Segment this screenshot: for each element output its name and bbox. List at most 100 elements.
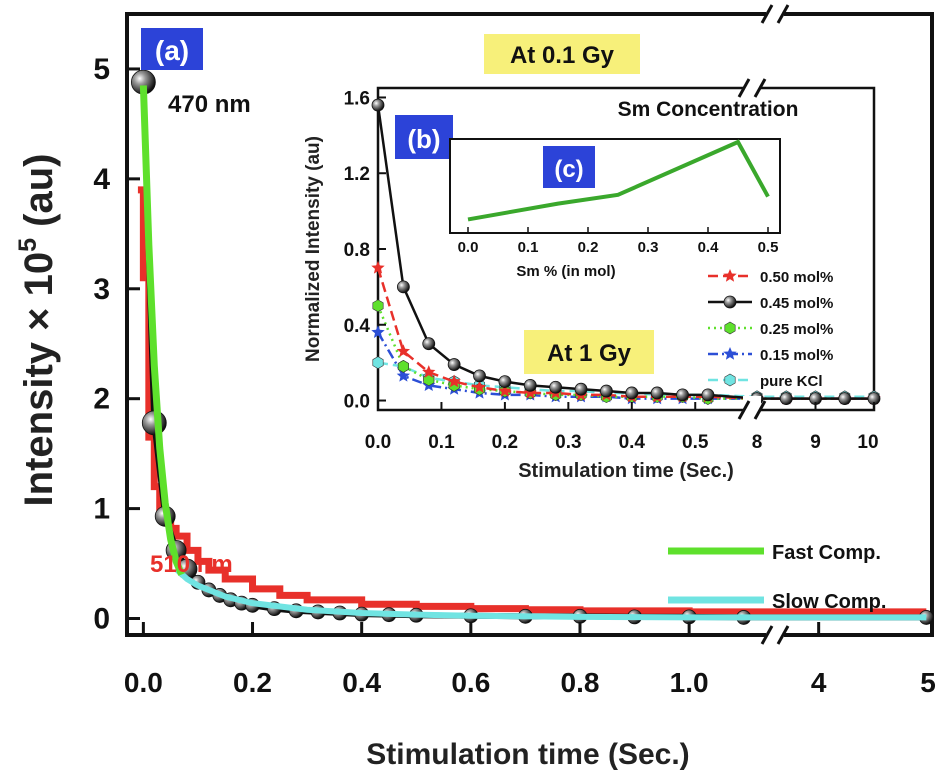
panel-c-label: (c): [554, 156, 583, 183]
inset-b-point-0-45-mol--2: [422, 337, 436, 351]
main-x-tick-0: 0.0: [124, 667, 163, 698]
series-line-fast-comp: [139, 85, 185, 576]
inset-b-y-tick-3: 1.2: [344, 164, 370, 185]
main-y-axis-title: Intensity × 105 (au): [14, 154, 61, 507]
inset-b-point-0-50-mol--5: [498, 384, 512, 397]
series-line-slow-comp: [174, 566, 927, 621]
inset-b-point-0-15-mol--1: [396, 368, 410, 382]
inset-b-point-pure-kcl-0: [372, 356, 384, 369]
inset-b-point-0-25-mol--0: [372, 299, 384, 313]
main-y-title-sup: 5: [14, 238, 42, 252]
inset-b-point-0-50-mol--3: [447, 374, 461, 388]
inset-b-legend-label-0-15-mol-: 0.15 mol%: [760, 347, 833, 364]
main-legend: Fast Comp. Slow Comp.: [668, 542, 886, 613]
main-y-tick-2: 2: [93, 383, 110, 416]
inset-b-annotation-box: [524, 330, 654, 374]
main-x-axis-title: Stimulation time (Sec.): [366, 738, 689, 771]
inset-b-point-0-45-mol--13: [701, 388, 715, 402]
inset-b-y-tick-0: 0.0: [344, 392, 370, 413]
legend-slow-label: Slow Comp.: [772, 591, 886, 613]
inset-b-legend-marker-pure-kcl: [724, 373, 736, 387]
inset-b-point-0-50-mol--4: [472, 380, 487, 393]
inset-b-x-axis-title: Stimulation time (Sec.): [518, 460, 734, 482]
main-x-tick-2: 0.4: [342, 667, 381, 698]
main-y-tick-5: 5: [93, 53, 110, 86]
inset-b-y-axis-title: Normalized Intensity (au): [303, 136, 324, 362]
inset-b-x-tick-r1: 9: [810, 432, 821, 453]
panel-b-label: (b): [407, 124, 440, 154]
inset-b-annotation: At 1 Gy: [547, 340, 632, 367]
inset-b-legend-marker-0-15-mol-: [723, 347, 737, 360]
main-x-break-bottom-slash-2: [776, 625, 790, 645]
main-y-tick-3: 3: [93, 273, 110, 306]
panel-b-badge: [395, 115, 453, 159]
inset-b-point-0-45-mol--15: [779, 392, 793, 406]
series-label-510nm: 510 nm: [150, 551, 233, 578]
main-y-tick-4: 4: [93, 163, 110, 196]
inset-b-legend-label-0-25-mol-: 0.25 mol%: [760, 321, 833, 338]
inset-b-x-break-top-slash-1: [737, 78, 751, 98]
inset-b-point-0-45-mol--6: [523, 378, 537, 392]
main-x-break-top-slash-2: [776, 4, 790, 24]
inset-b-x-tick-2: 0.2: [492, 432, 518, 453]
inset-b-axes: 0.0 0.1 0.2 0.3 0.4 0.5 8 9 10 0.0 0.4 0.8 1.2 1.6: [344, 74, 879, 453]
main-series-group: [130, 69, 934, 625]
inset-c-chart: 0.0 0.1 0.2 0.3 0.4 0.5 (c) Sm Concentration …: [449, 98, 799, 280]
inset-c-frame: [449, 138, 781, 234]
main-x-tick-r0: 4: [811, 667, 827, 698]
panel-a-badge: [141, 28, 203, 70]
main-x-tick-3: 0.6: [451, 667, 490, 698]
inset-c-title: Sm Concentration: [618, 98, 799, 121]
inset-b-legend-label-0-50-mol-: 0.50 mol%: [760, 269, 833, 286]
inset-c-x-tick-5: 0.5: [758, 239, 779, 256]
inset-b-x-break-bottom-slash-2: [753, 400, 767, 420]
inset-b-point-0-15-mol--0: [371, 325, 385, 338]
main-annotation-box: [484, 34, 640, 74]
main-x-break-top-slash-1: [760, 4, 774, 24]
inset-b-point-0-45-mol--11: [650, 386, 664, 400]
inset-b-point-0-45-mol--0: [371, 98, 385, 112]
inset-b-point-0-45-mol--7: [549, 380, 563, 394]
inset-b-point-0-45-mol--1: [396, 280, 410, 294]
inset-c-x-tick-0: 0.0: [458, 239, 479, 256]
inset-b-legend-marker-0-25-mol-: [724, 321, 736, 335]
inset-b-point-0-45-mol--3: [447, 358, 461, 371]
main-chart: 0.0 0.2 0.4 0.6 0.8 1.0 4 5 0 1 2 3 4 5 (a) At 0.1 Gy…: [14, 0, 936, 771]
main-x-tick-1: 0.2: [233, 667, 272, 698]
main-y-tick-1: 1: [93, 493, 110, 526]
inset-b-x-tick-1: 0.1: [428, 432, 455, 453]
inset-b-point-0-45-mol--4: [473, 369, 486, 383]
inset-c-series-group: [467, 139, 770, 222]
main-x-tick-4: 0.8: [561, 667, 600, 698]
inset-b-legend-label-pure-kcl: pure KCl: [760, 373, 823, 390]
main-x-tick-5: 1.0: [670, 667, 709, 698]
inset-c-x-tick-1: 0.1: [518, 239, 539, 256]
inset-b-x-break-top-slash-2: [753, 78, 767, 98]
main-y-title-prefix: Intensity × 10: [17, 252, 61, 507]
inset-b-legend-marker-0-50-mol-: [723, 269, 737, 282]
inset-b-x-tick-5: 0.5: [682, 432, 709, 453]
legend-fast-label: Fast Comp.: [772, 542, 881, 564]
inset-c-x-tick-2: 0.2: [578, 239, 599, 256]
main-x-tick-r1: 5: [920, 667, 936, 698]
inset-b-point-0-45-mol--8: [574, 382, 588, 396]
inset-b-point-0-45-mol--9: [600, 384, 613, 398]
inset-c-x-axis-title: Sm % (in mol): [516, 263, 615, 280]
inset-b-legend: 0.50 mol% 0.45 mol% 0.25 mol% 0.15 mol% pure…: [708, 269, 833, 390]
series-label-470nm: 470 nm: [168, 91, 251, 118]
main-y-title-suffix: (au): [17, 154, 61, 238]
inset-b-point-0-45-mol--17: [838, 392, 852, 406]
inset-b-point-0-50-mol--0: [371, 260, 385, 274]
panel-c-badge: [543, 146, 595, 188]
panel-a-label: (a): [155, 35, 189, 66]
inset-c-axes: 0.0 0.1 0.2 0.3 0.4 0.5: [458, 227, 779, 256]
inset-b-point-0-50-mol--2: [422, 365, 436, 378]
inset-b-point-0-50-mol--1: [396, 344, 410, 357]
main-x-break-bottom-slash-1: [760, 625, 774, 645]
inset-b-legend-label-0-45-mol-: 0.45 mol%: [760, 295, 833, 312]
inset-b-point-0-45-mol--10: [625, 386, 639, 400]
main-plot-frame: [125, 12, 934, 637]
inset-b-x-tick-4: 0.4: [619, 432, 646, 453]
inset-b-y-tick-2: 0.8: [344, 240, 370, 261]
